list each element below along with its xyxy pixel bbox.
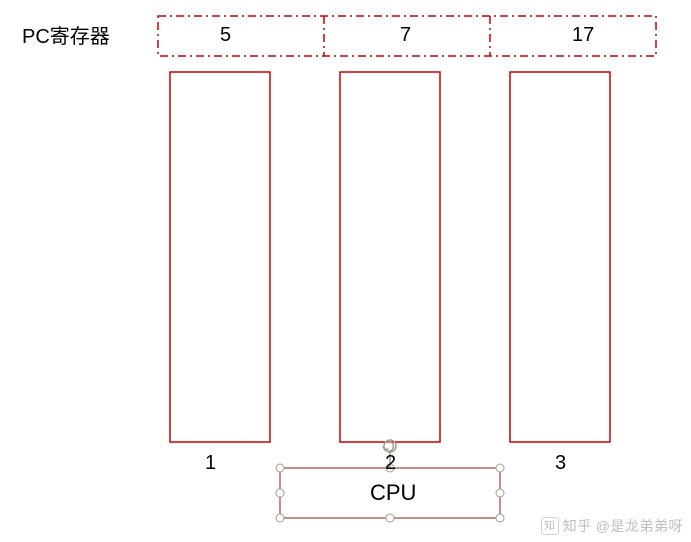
watermark-prefix: 知乎 [563,516,592,536]
column-2 [340,72,440,442]
column-label-3: 3 [555,452,566,475]
watermark-text: @是龙弟弟呀 [596,516,683,536]
column-3 [510,72,610,442]
zhihu-icon: 知 [541,517,559,535]
pc-cell-value-1: 7 [400,24,411,47]
column-label-1: 1 [205,452,216,475]
column-1 [170,72,270,442]
cpu-label: CPU [370,480,416,506]
pc-cell-value-0: 5 [220,24,231,47]
watermark: 知 知乎 @是龙弟弟呀 [541,516,683,536]
diagram-svg [0,0,691,542]
column-label-2: 2 [385,452,396,475]
pc-cell-value-2: 17 [572,24,594,47]
